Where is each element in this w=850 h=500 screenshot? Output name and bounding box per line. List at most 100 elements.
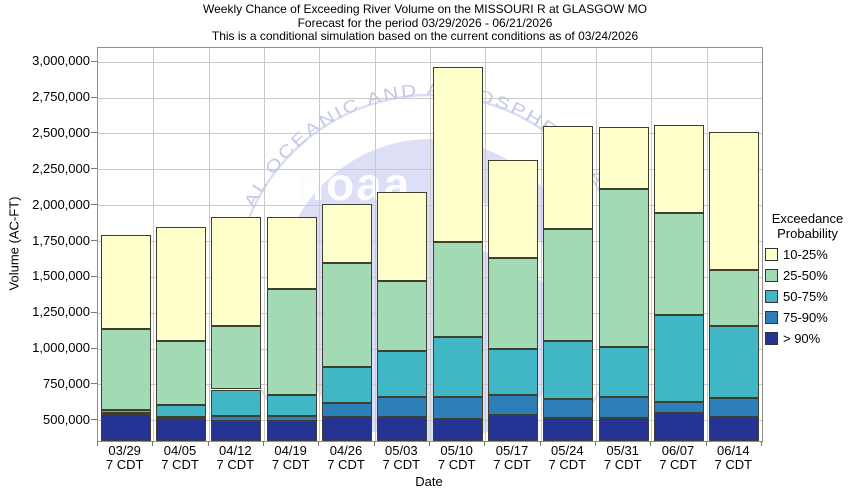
bar-segment	[100, 412, 151, 415]
x-tick-label: 04/19 7 CDT	[272, 444, 310, 472]
y-tick-label: 1,500,000	[32, 268, 90, 284]
x-tick-mark	[429, 441, 430, 446]
bar-segment	[211, 416, 262, 421]
x-tick-mark	[263, 441, 264, 446]
x-tick-time: 7 CDT	[271, 457, 310, 472]
y-tick-label: 2,500,000	[32, 124, 90, 140]
y-tick-mark	[91, 383, 97, 385]
bar-segment	[211, 325, 262, 390]
chart-title-line-2: Forecast for the period 03/29/2026 - 06/…	[297, 15, 553, 30]
bar-segment	[653, 213, 705, 316]
v-gridline	[485, 48, 487, 441]
bar-segment	[543, 417, 594, 441]
x-tick-time: 7 CDT	[327, 457, 365, 472]
bar-segment	[487, 257, 539, 349]
bar-segment	[155, 340, 207, 406]
bar-segment	[211, 216, 262, 326]
v-gridline	[264, 48, 265, 441]
x-tick-date: 04/12	[219, 443, 252, 458]
x-tick-time: 7 CDT	[437, 457, 476, 472]
x-tick-mark	[650, 441, 652, 446]
x-tick-label: 06/14 7 CDT	[715, 444, 753, 472]
y-tick-label: 1,250,000	[32, 304, 90, 320]
v-gridline	[430, 48, 431, 441]
x-tick-date: 05/31	[606, 443, 639, 458]
x-tick-label: 04/26 7 CDT	[327, 444, 365, 472]
x-tick-mark	[484, 441, 486, 446]
bar-segment	[432, 66, 483, 242]
x-tick-time: 7 CDT	[161, 457, 199, 472]
bar-segment	[321, 367, 373, 404]
bar-segment	[266, 289, 317, 395]
v-gridline	[706, 48, 708, 441]
y-tick-mark	[91, 96, 97, 98]
y-tick-label: 2,250,000	[32, 160, 90, 176]
bar-segment	[709, 132, 760, 270]
y-tick-mark	[91, 168, 97, 170]
x-tick-mark	[595, 441, 596, 446]
bar-segment	[653, 124, 705, 214]
legend-item: 25-50%	[765, 268, 850, 283]
x-tick-label: 04/05 7 CDT	[161, 444, 199, 472]
v-gridline	[319, 48, 321, 441]
x-tick-time: 7 CDT	[714, 457, 753, 472]
bar-segment	[100, 413, 151, 441]
bar-segment	[377, 281, 428, 352]
legend-item: > 90%	[765, 331, 850, 346]
y-tick-mark	[91, 275, 97, 277]
bar-segment	[709, 398, 760, 417]
y-tick-mark	[91, 60, 97, 62]
legend-swatch	[765, 269, 778, 282]
legend-label: 75-90%	[783, 310, 828, 325]
bar-segment	[653, 315, 705, 403]
bar-segment	[598, 347, 649, 398]
bar-segment	[543, 126, 594, 229]
legend-title-line-2: Probability	[777, 226, 838, 241]
bar-segment	[709, 416, 760, 441]
y-tick-label: 2,000,000	[32, 196, 90, 212]
chart-title-line-3: This is a conditional simulation based o…	[211, 29, 639, 43]
x-tick-date: 04/19	[274, 443, 307, 458]
x-tick-mark	[539, 441, 541, 446]
bar-segment	[100, 235, 151, 329]
bar-segment	[321, 403, 373, 417]
legend-label: > 90%	[783, 331, 821, 346]
y-tick-mark	[91, 311, 97, 313]
bar-segment	[377, 351, 428, 398]
bar-segment	[653, 402, 705, 414]
y-tick-mark	[91, 347, 97, 349]
bar-segment	[321, 203, 373, 264]
bar-segment	[543, 228, 594, 342]
y-tick-label: 1,750,000	[32, 232, 90, 248]
bar-segment	[211, 389, 262, 417]
bar-segment	[487, 414, 539, 441]
x-tick-date: 03/29	[108, 443, 141, 458]
bar-segment	[653, 413, 705, 441]
legend-label: 10-25%	[783, 247, 828, 262]
x-tick-label: 05/10 7 CDT	[438, 444, 476, 472]
v-gridline	[208, 48, 210, 441]
x-tick-date: 04/26	[329, 443, 363, 458]
x-tick-date: 05/24	[551, 443, 584, 458]
x-tick-label: 06/07 7 CDT	[659, 444, 697, 472]
y-tick-mark	[91, 419, 97, 421]
bar-segment	[155, 226, 207, 341]
bar-segment	[100, 409, 151, 413]
legend-title-line-1: Exceedance	[771, 211, 844, 226]
x-axis-title: Date	[415, 474, 443, 489]
x-tick-time: 7 CDT	[659, 457, 697, 472]
y-tick-label: 1,000,000	[32, 340, 90, 356]
x-tick-label: 05/31 7 CDT	[604, 444, 642, 472]
legend-swatch	[765, 311, 778, 324]
bar-segment	[155, 405, 207, 418]
v-gridline	[374, 48, 376, 441]
legend-item: 10-25%	[765, 247, 850, 262]
x-tick-label: 05/03 7 CDT	[383, 444, 421, 472]
bar-segment	[266, 421, 317, 441]
v-gridline	[153, 48, 155, 441]
bar-segment	[155, 417, 207, 420]
bar-segment	[155, 419, 207, 441]
x-tick-label: 03/29 7 CDT	[106, 444, 144, 472]
v-gridline	[596, 48, 597, 441]
y-tick-label: 500,000	[43, 411, 90, 427]
